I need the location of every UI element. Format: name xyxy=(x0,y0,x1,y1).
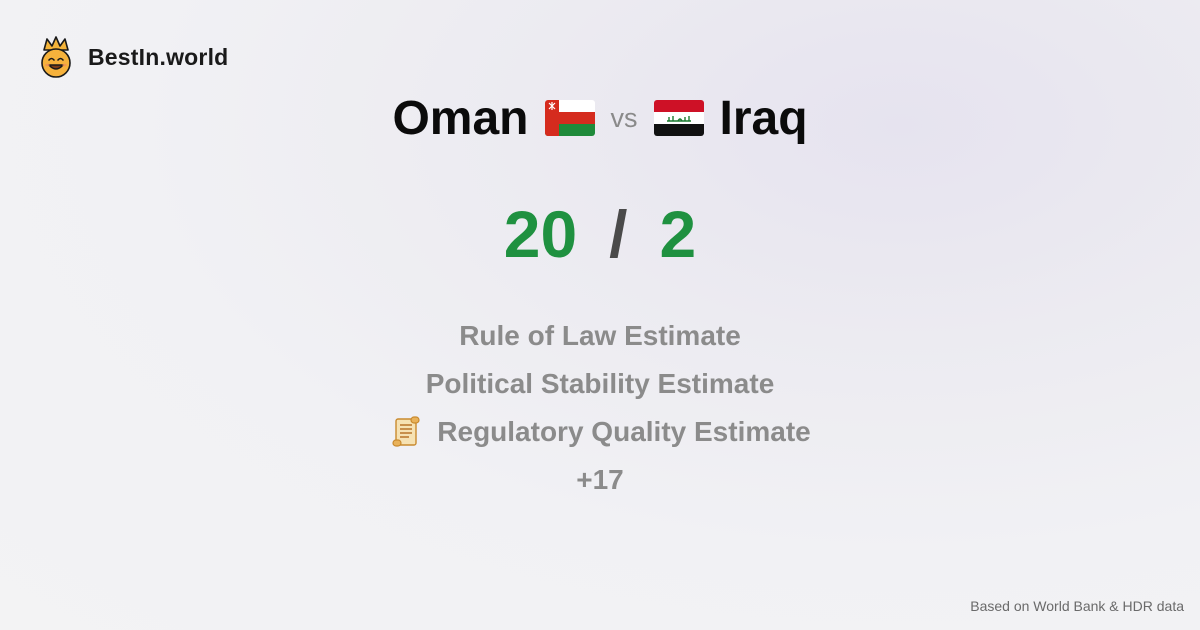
more-metrics-count[interactable]: +17 xyxy=(576,464,624,495)
metric-item: Rule of Law Estimate xyxy=(459,312,741,360)
brand-name: BestIn.world xyxy=(88,43,229,70)
brand[interactable]: BestIn.world xyxy=(38,36,228,78)
iraq-flag-icon xyxy=(653,100,704,136)
scroll-icon xyxy=(392,416,420,447)
metric-list: Rule of Law Estimate Political Stability… xyxy=(0,312,1200,504)
score: 20 / 2 xyxy=(0,192,1200,276)
right-score: 2 xyxy=(659,197,697,271)
score-separator: / xyxy=(609,197,628,271)
metric-item: Regulatory Quality Estimate xyxy=(389,408,811,456)
left-score: 20 xyxy=(503,197,578,271)
oman-flag-icon xyxy=(544,100,595,136)
right-country-name[interactable]: Iraq xyxy=(719,91,808,145)
metric-label: Regulatory Quality Estimate xyxy=(437,416,811,447)
vs-label: vs xyxy=(610,102,638,133)
data-source-note: Based on World Bank & HDR data xyxy=(970,598,1184,614)
left-country-name[interactable]: Oman xyxy=(392,91,529,145)
country-matchup: Oman vs Iraq xyxy=(0,88,1200,148)
metric-item: Political Stability Estimate xyxy=(426,360,775,408)
crowned-smiley-icon xyxy=(41,36,71,78)
metric-label: Rule of Law Estimate xyxy=(459,320,741,351)
metric-label: Political Stability Estimate xyxy=(425,368,775,399)
